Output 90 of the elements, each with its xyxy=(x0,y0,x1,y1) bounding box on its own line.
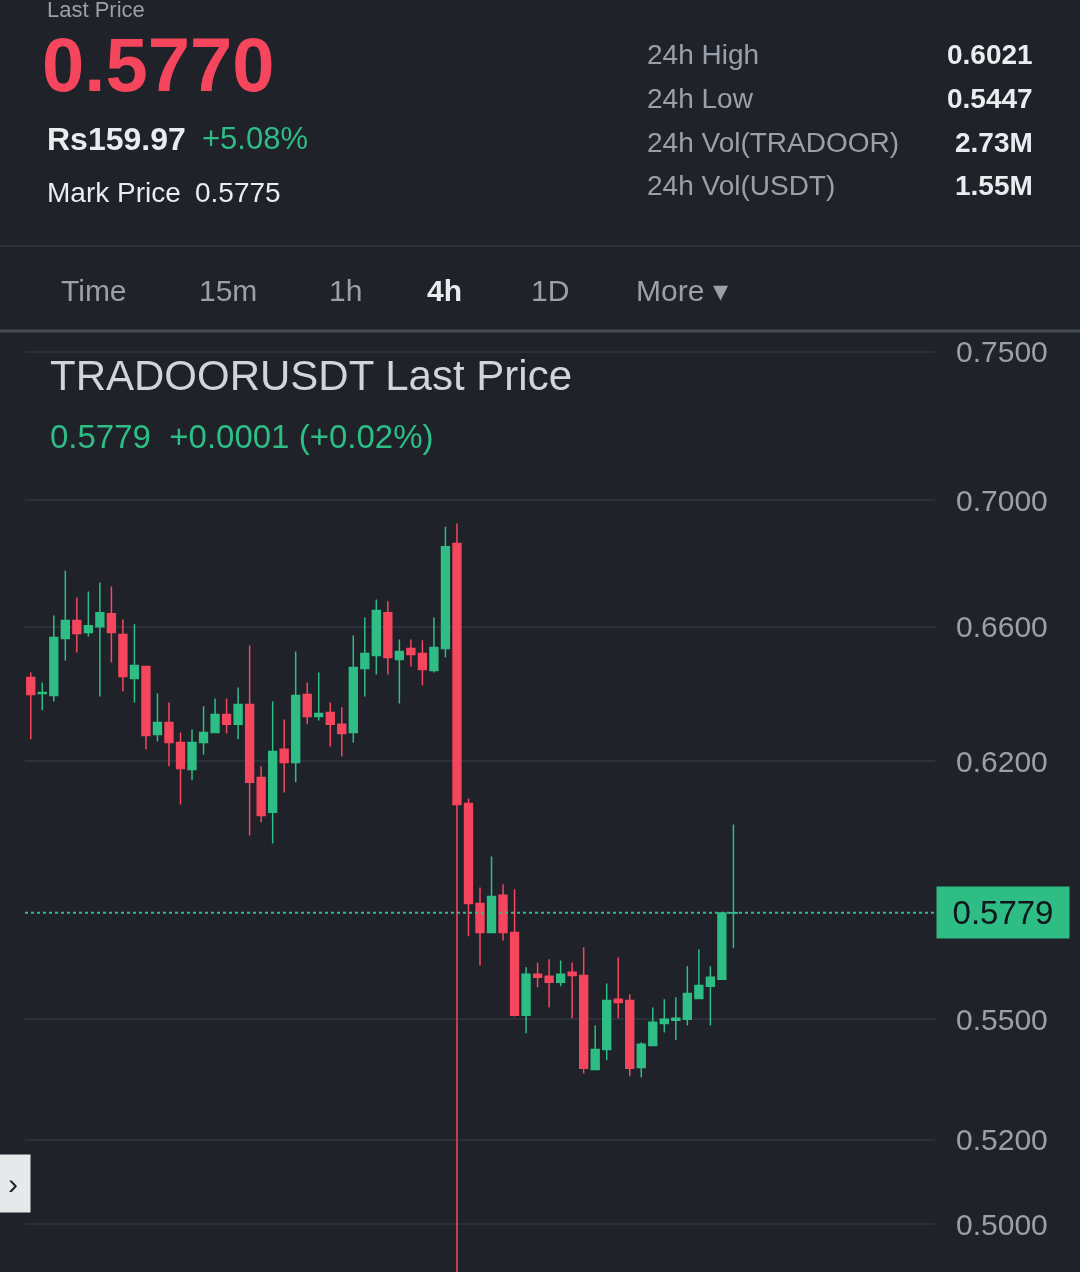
candlestick xyxy=(498,883,508,942)
text: 2.73M xyxy=(955,127,1033,158)
candlestick xyxy=(244,644,255,837)
candlestick xyxy=(337,706,347,758)
candlestick xyxy=(291,650,301,784)
candlestick xyxy=(37,681,47,712)
candlestick xyxy=(648,1006,658,1048)
y-tick-label: 0.6600 xyxy=(956,610,1048,644)
candlestick xyxy=(567,961,577,1020)
candlestick xyxy=(440,525,451,659)
candlestick xyxy=(694,948,704,1001)
text: Time xyxy=(61,274,127,307)
candlestick xyxy=(625,993,635,1077)
candlestick xyxy=(613,956,623,1020)
candlestick xyxy=(532,961,543,989)
candlestick xyxy=(705,965,716,1027)
candlestick xyxy=(555,959,566,987)
candlestick xyxy=(83,590,94,638)
candlestick xyxy=(579,946,589,1075)
y-tick-label: 0.5500 xyxy=(956,1002,1048,1036)
text: Rs159.97 xyxy=(47,121,186,157)
candlestick xyxy=(417,639,428,687)
candlestick xyxy=(175,731,186,806)
y-tick-label: 0.5000 xyxy=(956,1207,1048,1241)
text: 0.5770 xyxy=(42,22,275,107)
candlestick xyxy=(26,671,36,741)
text: TRADOORUSDT Last Price xyxy=(50,351,572,399)
candlestick xyxy=(682,965,693,1027)
text: 1h xyxy=(329,274,363,307)
text: 4h xyxy=(427,274,463,307)
text: Mark Price xyxy=(47,177,181,208)
candlestick xyxy=(463,797,474,938)
text: 0.5447 xyxy=(947,83,1033,114)
text: 1D xyxy=(531,274,570,307)
candlestick xyxy=(233,686,243,741)
candlestick xyxy=(452,522,462,1272)
candlestick xyxy=(141,665,151,751)
candlestick xyxy=(210,697,220,734)
text: 24h High xyxy=(647,39,760,70)
candlestick xyxy=(279,718,289,794)
candlestick xyxy=(509,888,520,1018)
candlestick xyxy=(348,634,358,744)
candlestick xyxy=(636,1041,646,1079)
candlestick xyxy=(671,996,681,1041)
text: 1.55M xyxy=(955,170,1033,201)
candlestick xyxy=(521,966,531,1035)
candlestick xyxy=(60,569,70,662)
ref-line-label: 0.5779 xyxy=(952,894,1054,931)
candlestick xyxy=(106,585,117,664)
y-tick-label: 0.6200 xyxy=(956,744,1048,778)
y-tick-label: 0.7500 xyxy=(956,335,1048,369)
candlestick xyxy=(406,638,416,668)
candlestick xyxy=(475,886,485,967)
candlestick xyxy=(371,598,381,676)
candlestick xyxy=(429,616,439,674)
candlestick xyxy=(267,700,278,845)
candlestick xyxy=(659,998,669,1034)
candlestick xyxy=(49,614,59,703)
candlestick xyxy=(221,697,232,735)
candlestick xyxy=(164,701,174,768)
candlestick xyxy=(360,616,370,698)
text: › xyxy=(8,1167,18,1200)
candlestick xyxy=(256,765,266,824)
text: 24h Low xyxy=(647,83,754,114)
text: Last Price xyxy=(47,0,145,22)
candlestick xyxy=(187,728,197,782)
candlestick xyxy=(302,681,312,726)
candlestick xyxy=(325,701,335,748)
text: +5.08% xyxy=(202,121,309,156)
candlestick xyxy=(602,982,612,1061)
candlestick xyxy=(152,692,163,743)
text: More ▾ xyxy=(636,274,728,307)
candlestick xyxy=(72,596,82,654)
candlestick xyxy=(383,600,393,676)
candlestick xyxy=(95,581,105,698)
candlestick xyxy=(590,1024,600,1071)
candlestick xyxy=(544,958,554,1009)
candlestick xyxy=(198,705,209,756)
text: 15m xyxy=(199,274,258,307)
y-tick-label: 0.5200 xyxy=(956,1123,1048,1157)
text: 0.5779 +0.0001 (+0.02%) xyxy=(50,418,434,455)
candlestick xyxy=(118,618,128,693)
text: 24h Vol(USDT) xyxy=(647,170,836,201)
text: 24h Vol(TRADOOR) xyxy=(647,127,900,158)
text: 0.6021 xyxy=(947,39,1033,70)
candlestick xyxy=(314,671,324,722)
text: 0.5775 xyxy=(195,177,281,208)
y-tick-label: 0.7000 xyxy=(956,483,1048,517)
candlestick xyxy=(394,638,405,705)
candlestick xyxy=(129,623,140,704)
